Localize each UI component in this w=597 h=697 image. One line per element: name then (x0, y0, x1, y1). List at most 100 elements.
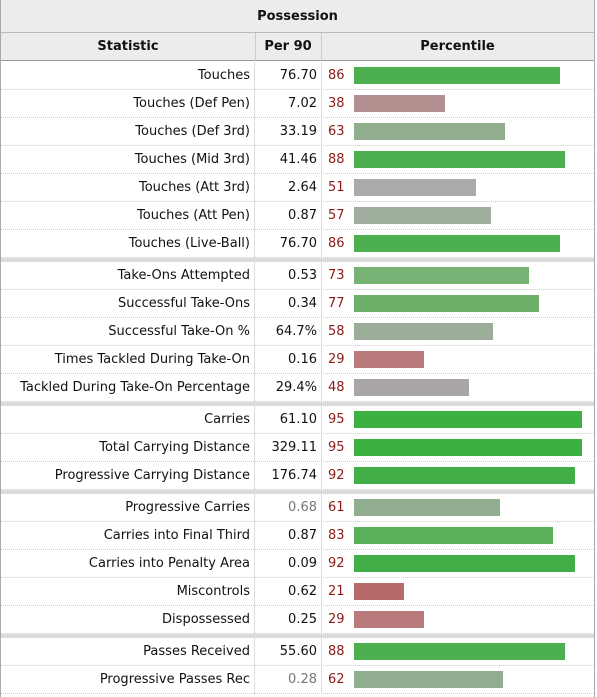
header-statistic[interactable]: Statistic (1, 33, 256, 61)
group-separator (1, 402, 594, 406)
percentile-value: 92 (328, 556, 345, 571)
percentile-value: 62 (328, 672, 345, 687)
percentile-bar (354, 151, 565, 168)
column-divider (321, 230, 323, 258)
per90-value: 76.70 (279, 236, 317, 251)
per90-value: 0.16 (288, 352, 317, 367)
column-divider (321, 202, 323, 230)
percentile-value: 63 (328, 124, 345, 139)
table-header: Statistic Per 90 Percentile (1, 33, 594, 61)
table-row: Successful Take-On % 64.7% 58 (1, 318, 594, 346)
per90-value: 0.53 (288, 268, 317, 283)
table-row: Touches (Att Pen) 0.87 57 (1, 202, 594, 230)
percentile-bar (354, 411, 582, 428)
percentile-bar (354, 499, 500, 516)
table-row: Passes Received 55.60 88 (1, 638, 594, 666)
percentile-bar (354, 611, 424, 628)
percentile-value: 77 (328, 296, 345, 311)
column-divider (321, 666, 323, 694)
stat-name: Touches (Def Pen) (1, 90, 255, 118)
table-row: Successful Take-Ons 0.34 77 (1, 290, 594, 318)
stat-name: Touches (Live-Ball) (1, 230, 255, 258)
table-row: Progressive Passes Rec 0.28 62 (1, 666, 594, 694)
stat-name: Progressive Carrying Distance (1, 462, 255, 490)
column-divider (321, 118, 323, 146)
per90-value: 41.46 (279, 152, 317, 167)
per90-value: 0.25 (288, 612, 317, 627)
percentile-bar (354, 379, 469, 396)
per90-value: 2.64 (288, 180, 317, 195)
stat-name: Tackled During Take-On Percentage (1, 374, 255, 402)
percentile-value: 29 (328, 352, 345, 367)
percentile-bar (354, 179, 476, 196)
column-divider (321, 174, 323, 202)
percentile-value: 48 (328, 380, 345, 395)
header-percentile[interactable]: Percentile (420, 39, 495, 54)
stat-name: Progressive Carries (1, 494, 255, 522)
percentile-value: 92 (328, 468, 345, 483)
table-row: Carries into Penalty Area 0.09 92 (1, 550, 594, 578)
percentile-value: 21 (328, 584, 345, 599)
stat-name: Touches (Def 3rd) (1, 118, 255, 146)
stat-name: Touches (Mid 3rd) (1, 146, 255, 174)
stat-name: Touches (Att 3rd) (1, 174, 255, 202)
table-row: Touches 76.70 86 (1, 62, 594, 90)
percentile-value: 95 (328, 412, 345, 427)
table-row: Progressive Carries 0.68 61 (1, 494, 594, 522)
per90-value: 0.87 (288, 208, 317, 223)
stat-name: Take-Ons Attempted (1, 262, 255, 290)
per90-value: 329.11 (271, 440, 318, 455)
percentile-value: 61 (328, 500, 345, 515)
per90-value: 55.60 (279, 644, 317, 659)
per90-value: 0.68 (288, 500, 317, 515)
percentile-value: 29 (328, 612, 345, 627)
table-row: Dispossessed 0.25 29 (1, 606, 594, 634)
column-divider (321, 606, 323, 634)
stat-name: Carries into Final Third (1, 522, 255, 550)
percentile-bar (354, 439, 582, 456)
group-separator (1, 634, 594, 638)
percentile-bar (354, 123, 505, 140)
stat-name: Carries into Penalty Area (1, 550, 255, 578)
percentile-value: 58 (328, 324, 345, 339)
per90-value: 0.62 (288, 584, 317, 599)
per90-value: 29.4% (275, 380, 317, 395)
stat-name: Successful Take-On % (1, 318, 255, 346)
stat-name: Times Tackled During Take-On (1, 346, 255, 374)
per90-value: 0.09 (288, 556, 317, 571)
per90-value: 7.02 (288, 96, 317, 111)
table-row: Touches (Mid 3rd) 41.46 88 (1, 146, 594, 174)
group-separator (1, 258, 594, 262)
table-row: Take-Ons Attempted 0.53 73 (1, 262, 594, 290)
table-row: Progressive Carrying Distance 176.74 92 (1, 462, 594, 490)
stat-name: Successful Take-Ons (1, 290, 255, 318)
stat-name: Progressive Passes Rec (1, 666, 255, 694)
per90-value: 64.7% (275, 324, 317, 339)
percentile-value: 88 (328, 152, 345, 167)
table-row: Touches (Att 3rd) 2.64 51 (1, 174, 594, 202)
per90-value: 33.19 (279, 124, 317, 139)
percentile-bar (354, 67, 560, 84)
column-divider (321, 638, 323, 666)
percentile-bar (354, 295, 539, 312)
column-divider (321, 462, 323, 490)
column-divider (321, 346, 323, 374)
percentile-value: 38 (328, 96, 345, 111)
table-row: Carries into Final Third 0.87 83 (1, 522, 594, 550)
percentile-bar (354, 95, 445, 112)
percentile-value: 88 (328, 644, 345, 659)
per90-value: 0.87 (288, 528, 317, 543)
stat-name: Total Carrying Distance (1, 434, 255, 462)
header-per90[interactable]: Per 90 (255, 33, 322, 61)
percentile-bar (354, 583, 404, 600)
table-row: Total Carrying Distance 329.11 95 (1, 434, 594, 462)
column-divider (321, 494, 323, 522)
per90-value: 0.34 (288, 296, 317, 311)
column-divider (321, 290, 323, 318)
percentile-bar (354, 323, 493, 340)
percentile-bar (354, 351, 424, 368)
per90-value: 61.10 (279, 412, 317, 427)
percentile-value: 86 (328, 68, 345, 83)
column-divider (321, 374, 323, 402)
